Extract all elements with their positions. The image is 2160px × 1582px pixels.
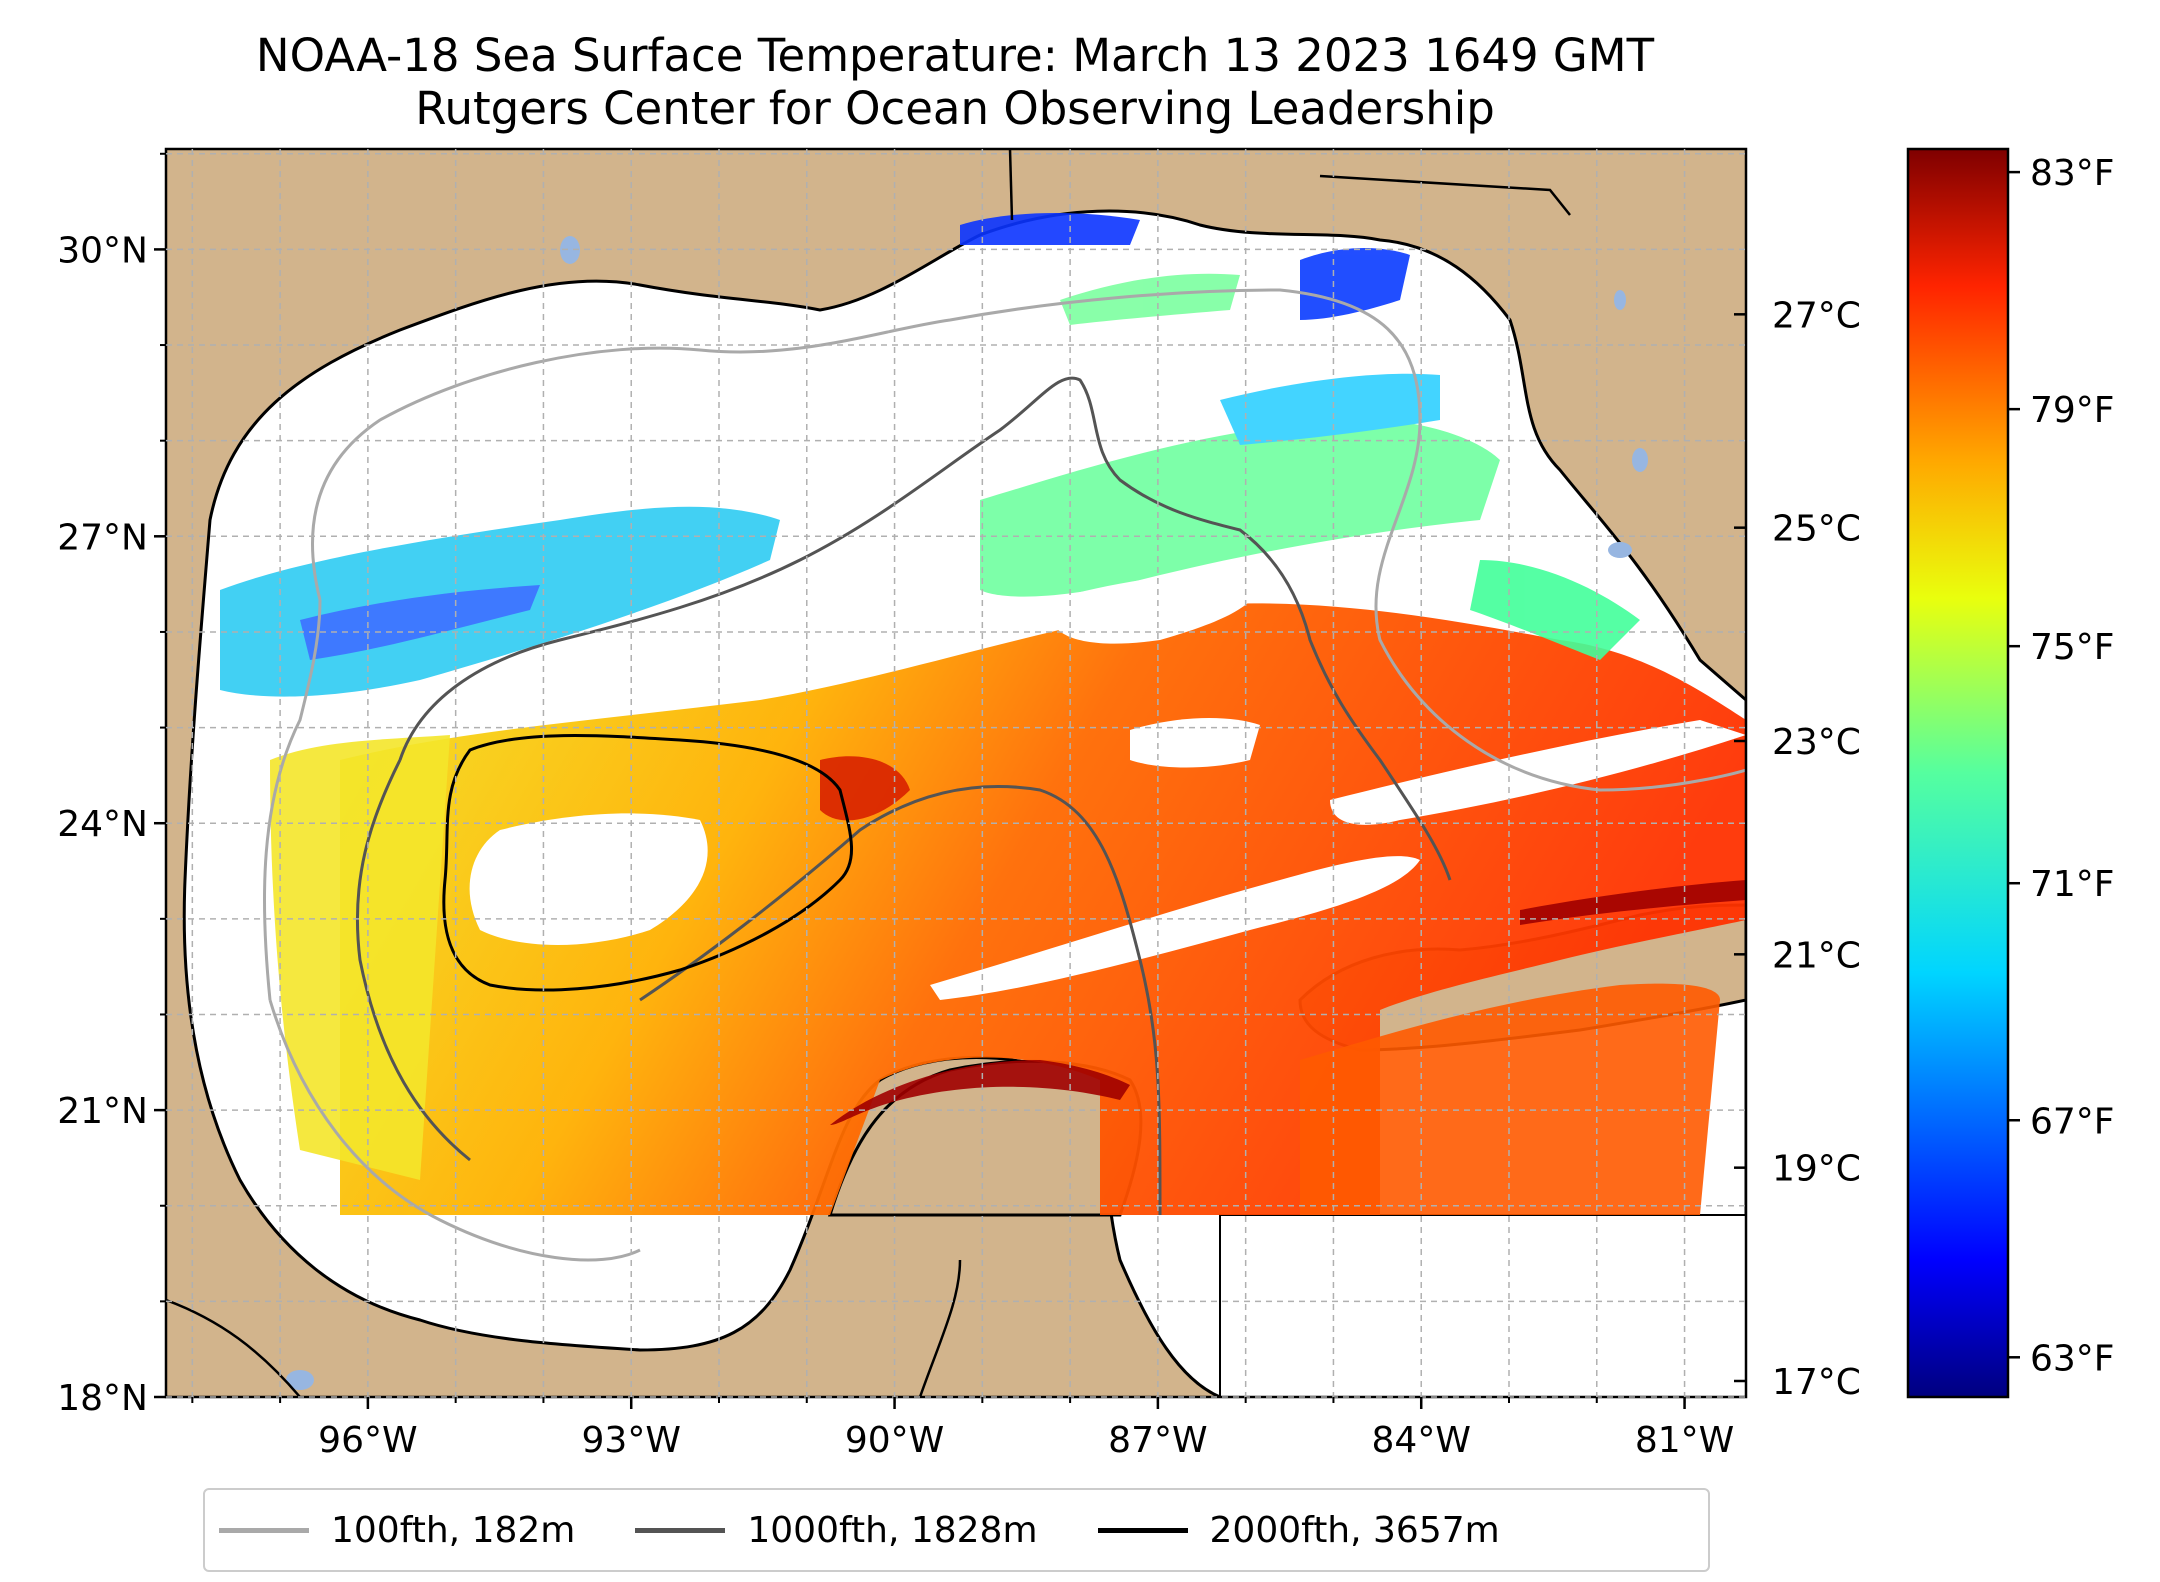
map-panel	[166, 149, 1746, 1397]
lon-tick-label: 90°W	[845, 1420, 944, 1461]
legend-item-2000fth: 2000fth, 3657m	[1097, 1509, 1500, 1551]
fahrenheit-tick-label: 71°F	[2030, 864, 2115, 905]
fahrenheit-tick-label: 63°F	[2030, 1338, 2115, 1379]
fahrenheit-tick-label: 83°F	[2030, 153, 2115, 194]
celsius-tick-label: 17°C	[1772, 1362, 1861, 1403]
bathymetry-legend: 100fth, 182m 1000fth, 1828m 2000fth, 365…	[203, 1488, 1710, 1572]
contour-100fth	[262, 288, 1746, 1262]
lat-tick-label: 24°N	[57, 804, 148, 845]
legend-label-1000fth: 1000fth, 1828m	[747, 1509, 1038, 1551]
fahrenheit-tick-label: 79°F	[2030, 390, 2115, 431]
celsius-tick-label: 19°C	[1772, 1149, 1861, 1190]
legend-item-100fth: 100fth, 182m	[219, 1510, 575, 1551]
sst-warm-band	[340, 603, 1746, 1215]
latitude-axis: 30°N 27°N 24°N 21°N 18°N	[57, 152, 166, 1419]
celsius-tick-label: 27°C	[1772, 295, 1861, 336]
caribbean-water	[1219, 1214, 1746, 1397]
fahrenheit-tick-label: 75°F	[2030, 627, 2115, 668]
fahrenheit-tick-label: 67°F	[2030, 1101, 2115, 1142]
lon-tick-label: 81°W	[1635, 1420, 1734, 1461]
lat-tick-label: 18°N	[57, 1378, 148, 1419]
celsius-tick-label: 23°C	[1772, 722, 1861, 763]
celsius-tick-label: 21°C	[1772, 935, 1861, 976]
celsius-axis: 27°C 25°C 23°C 21°C 19°C 17°C	[1734, 295, 1861, 1403]
lat-tick-label: 21°N	[57, 1091, 148, 1132]
lon-tick-label: 93°W	[582, 1420, 681, 1461]
legend-label-2000fth: 2000fth, 3657m	[1209, 1509, 1500, 1551]
lat-tick-label: 27°N	[57, 517, 148, 558]
celsius-tick-label: 25°C	[1772, 509, 1861, 550]
lon-tick-label: 96°W	[318, 1420, 417, 1461]
sst-keys-edge	[1520, 880, 1746, 925]
bathymetry-contours	[262, 288, 1746, 1262]
map-frame	[164, 147, 1748, 1399]
sst-southeast-patch	[1300, 983, 1720, 1215]
legend-swatch-100fth	[219, 1527, 309, 1533]
chart-title-line-1: NOAA-18 Sea Surface Temperature: March 1…	[255, 29, 1655, 82]
lat-tick-label: 30°N	[57, 230, 148, 271]
longitude-axis: 96°W 93°W 90°W 87°W 84°W 81°W	[191, 1397, 1734, 1461]
legend-label-100fth: 100fth, 182m	[331, 1509, 576, 1551]
legend-swatch-2000fth	[1097, 1527, 1188, 1533]
political-borders	[166, 149, 1571, 1397]
chart-title-line-2: Rutgers Center for Ocean Observing Leade…	[415, 82, 1495, 135]
contour-2000fth	[442, 734, 853, 992]
legend-swatch-1000fth	[635, 1527, 726, 1533]
colorbar-scale	[1906, 147, 2010, 1399]
sst-yucatan-edge	[830, 1060, 1130, 1125]
lon-tick-label: 87°W	[1108, 1420, 1207, 1461]
sst-cool-patches	[220, 213, 1640, 697]
inland-water	[286, 236, 1648, 1390]
graticule	[166, 149, 1746, 1398]
fahrenheit-axis: 83°F 79°F 75°F 71°F 67°F 63°F	[2008, 153, 2115, 1379]
cloud-gaps	[469, 536, 1746, 1000]
lon-tick-label: 84°W	[1372, 1420, 1471, 1461]
legend-item-1000fth: 1000fth, 1828m	[635, 1509, 1038, 1551]
